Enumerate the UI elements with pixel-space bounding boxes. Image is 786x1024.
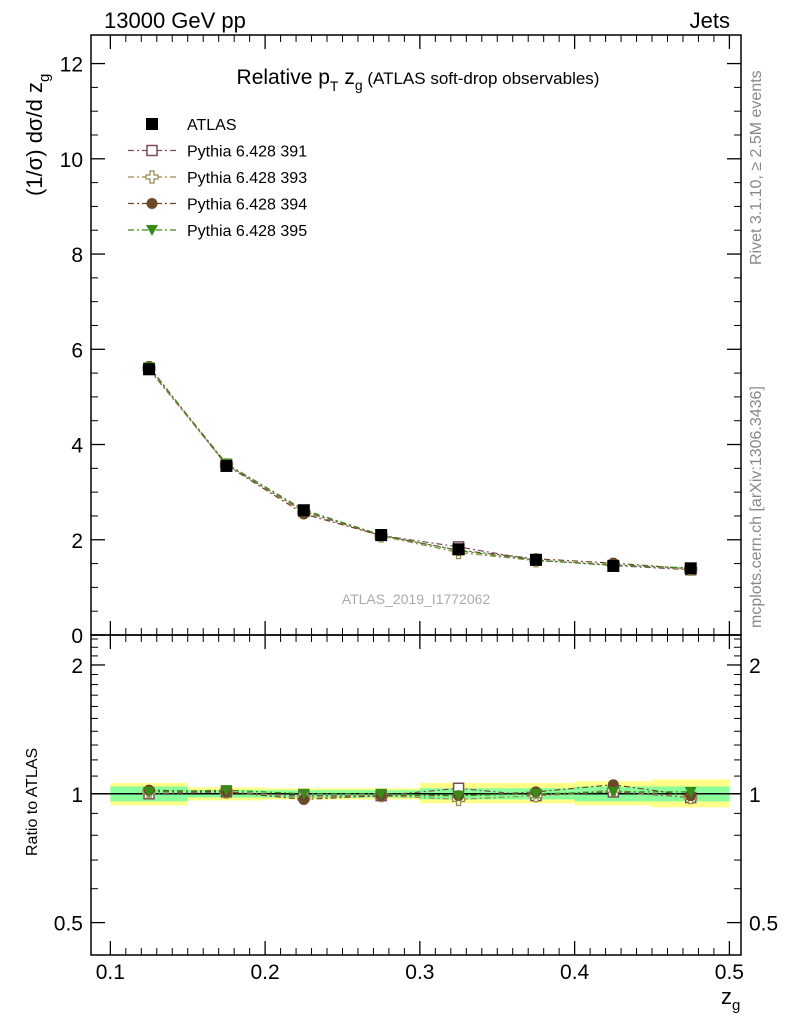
data-point: [375, 788, 388, 800]
main-y-tick-label: 0: [71, 625, 83, 648]
data-point: [607, 559, 620, 572]
data-point: [452, 790, 465, 802]
data-point: [452, 543, 465, 556]
x-tick-label: 0.5: [715, 961, 744, 984]
data-point: [143, 363, 156, 376]
data-point: [375, 529, 388, 541]
ratio-y-tick-label: 1: [71, 784, 83, 807]
main-y-tick-label: 6: [71, 339, 83, 362]
main-y-tick-label: 10: [60, 149, 83, 172]
legend-marker: [145, 170, 159, 184]
data-point: [220, 459, 233, 472]
main-plot-title: Relative pT zg (ATLAS soft-drop observab…: [237, 66, 600, 94]
data-point: [297, 504, 310, 517]
ratio-plot-frame: [90, 634, 742, 956]
ratio-plot: 0.1 0.2 0.3 0.4 0.5 0.5 0.5 1 1 2 2 Ratio to ATLAS…: [24, 621, 778, 1014]
main-y-tick-label: 4: [71, 435, 83, 458]
data-point: [607, 786, 620, 798]
rivet-version-label: Rivet 3.1.10, ≥ 2.5M events: [748, 70, 765, 265]
main-y-tick-label: 12: [60, 54, 83, 77]
main-y-tick-label: 2: [71, 530, 83, 553]
x-axis-label: zg: [721, 984, 740, 1014]
analysis-watermark: ATLAS_2019_I1772062: [342, 591, 491, 607]
main-plot-ticks: 0 2 4 6 8 10 12: [60, 35, 741, 648]
series-line: [148, 366, 691, 570]
legend-marker: [146, 225, 158, 236]
legend-label: Pythia 6.428 395: [187, 223, 307, 240]
data-point: [220, 785, 233, 797]
ratio-y-tick-label: 2: [71, 655, 83, 678]
ratio-plot-ticks: 0.1 0.2 0.3 0.4 0.5 0.5 0.5 1 1 2 2: [54, 621, 778, 984]
ratio-plot-y-label: Ratio to ATLAS: [24, 748, 41, 856]
series-line: [149, 789, 691, 801]
mcplots-label: mcplots.cern.ch [arXiv:1306.3436]: [748, 386, 765, 628]
legend-label: Pythia 6.428 393: [187, 170, 307, 187]
legend: ATLAS Pythia 6.428 391 Pythia 6.428 393 Pyt…: [128, 117, 307, 240]
ratio-plot-series: [142, 779, 698, 807]
data-point: [684, 786, 697, 798]
main-plot-y-label: (1/σ) dσ/d zg: [22, 74, 53, 196]
data-point: [143, 786, 156, 798]
process-label: Jets: [690, 8, 730, 33]
legend-label: Pythia 6.428 394: [187, 197, 307, 214]
main-y-tick-label: 8: [71, 244, 83, 267]
x-tick-label: 0.3: [405, 961, 434, 984]
ratio-y-tick-label: 0.5: [54, 913, 83, 936]
legend-marker: [146, 118, 158, 130]
data-point: [297, 788, 310, 800]
main-plot: 0 2 4 6 8 10 12 Relative pT zg (ATLAS soft-dro…: [22, 34, 742, 648]
data-point: [684, 562, 697, 575]
legend-marker: [146, 144, 158, 157]
legend-marker: [146, 198, 158, 209]
ratio-y-tick-label: 0.5: [749, 913, 778, 936]
x-tick-label: 0.4: [560, 961, 590, 984]
series-line: [148, 784, 691, 801]
x-tick-label: 0.2: [251, 961, 280, 984]
x-tick-label: 0.1: [96, 961, 125, 984]
legend-label: ATLAS: [187, 117, 237, 134]
main-plot-series: [142, 360, 698, 576]
ratio-y-tick-label: 1: [749, 784, 761, 807]
series-line: [148, 789, 691, 797]
data-point: [529, 788, 542, 800]
legend-label: Pythia 6.428 391: [187, 144, 307, 161]
energy-label: 13000 GeV pp: [104, 8, 246, 33]
ratio-y-tick-label: 2: [749, 655, 761, 678]
data-point: [529, 553, 542, 566]
